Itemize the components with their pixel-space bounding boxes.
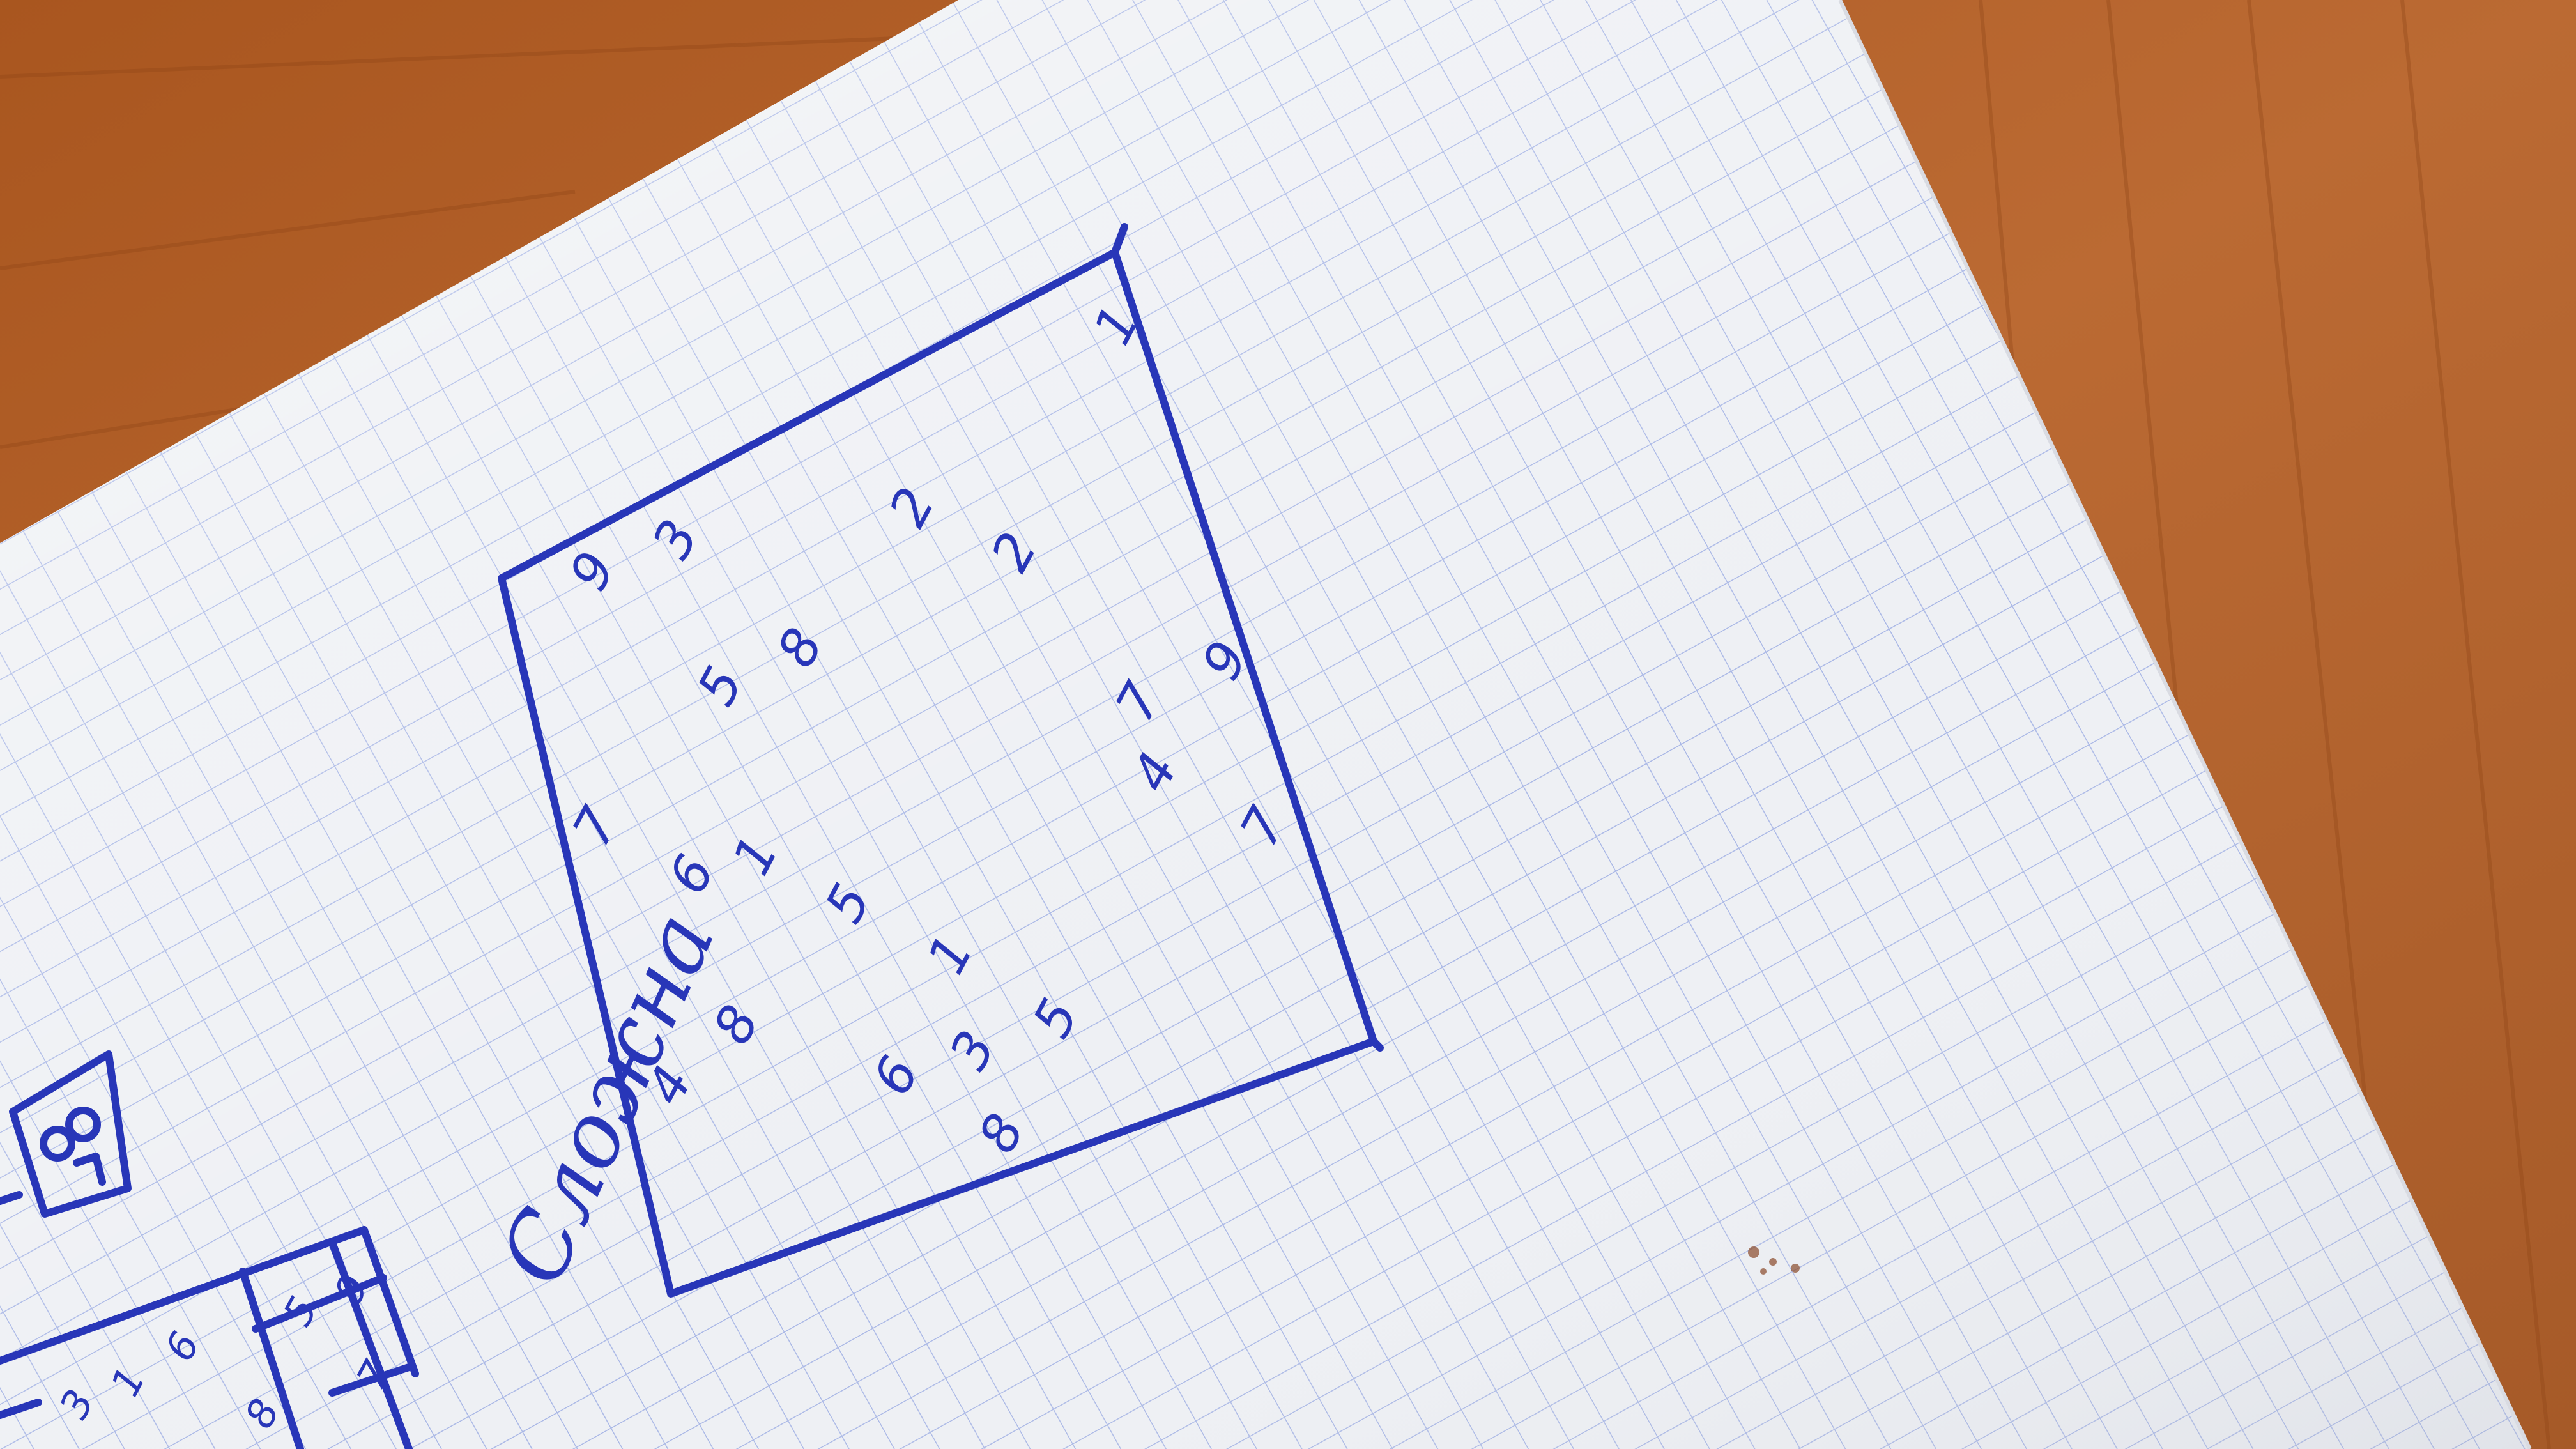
doodle-sketch <box>0 1050 132 1218</box>
frame-top-extension <box>1111 223 1128 256</box>
frame-bottom-extension <box>1370 1038 1384 1052</box>
partial-sudoku-grid <box>0 1226 419 1449</box>
paper-edge <box>1838 0 2532 1449</box>
stain-mark <box>1748 1246 1800 1275</box>
